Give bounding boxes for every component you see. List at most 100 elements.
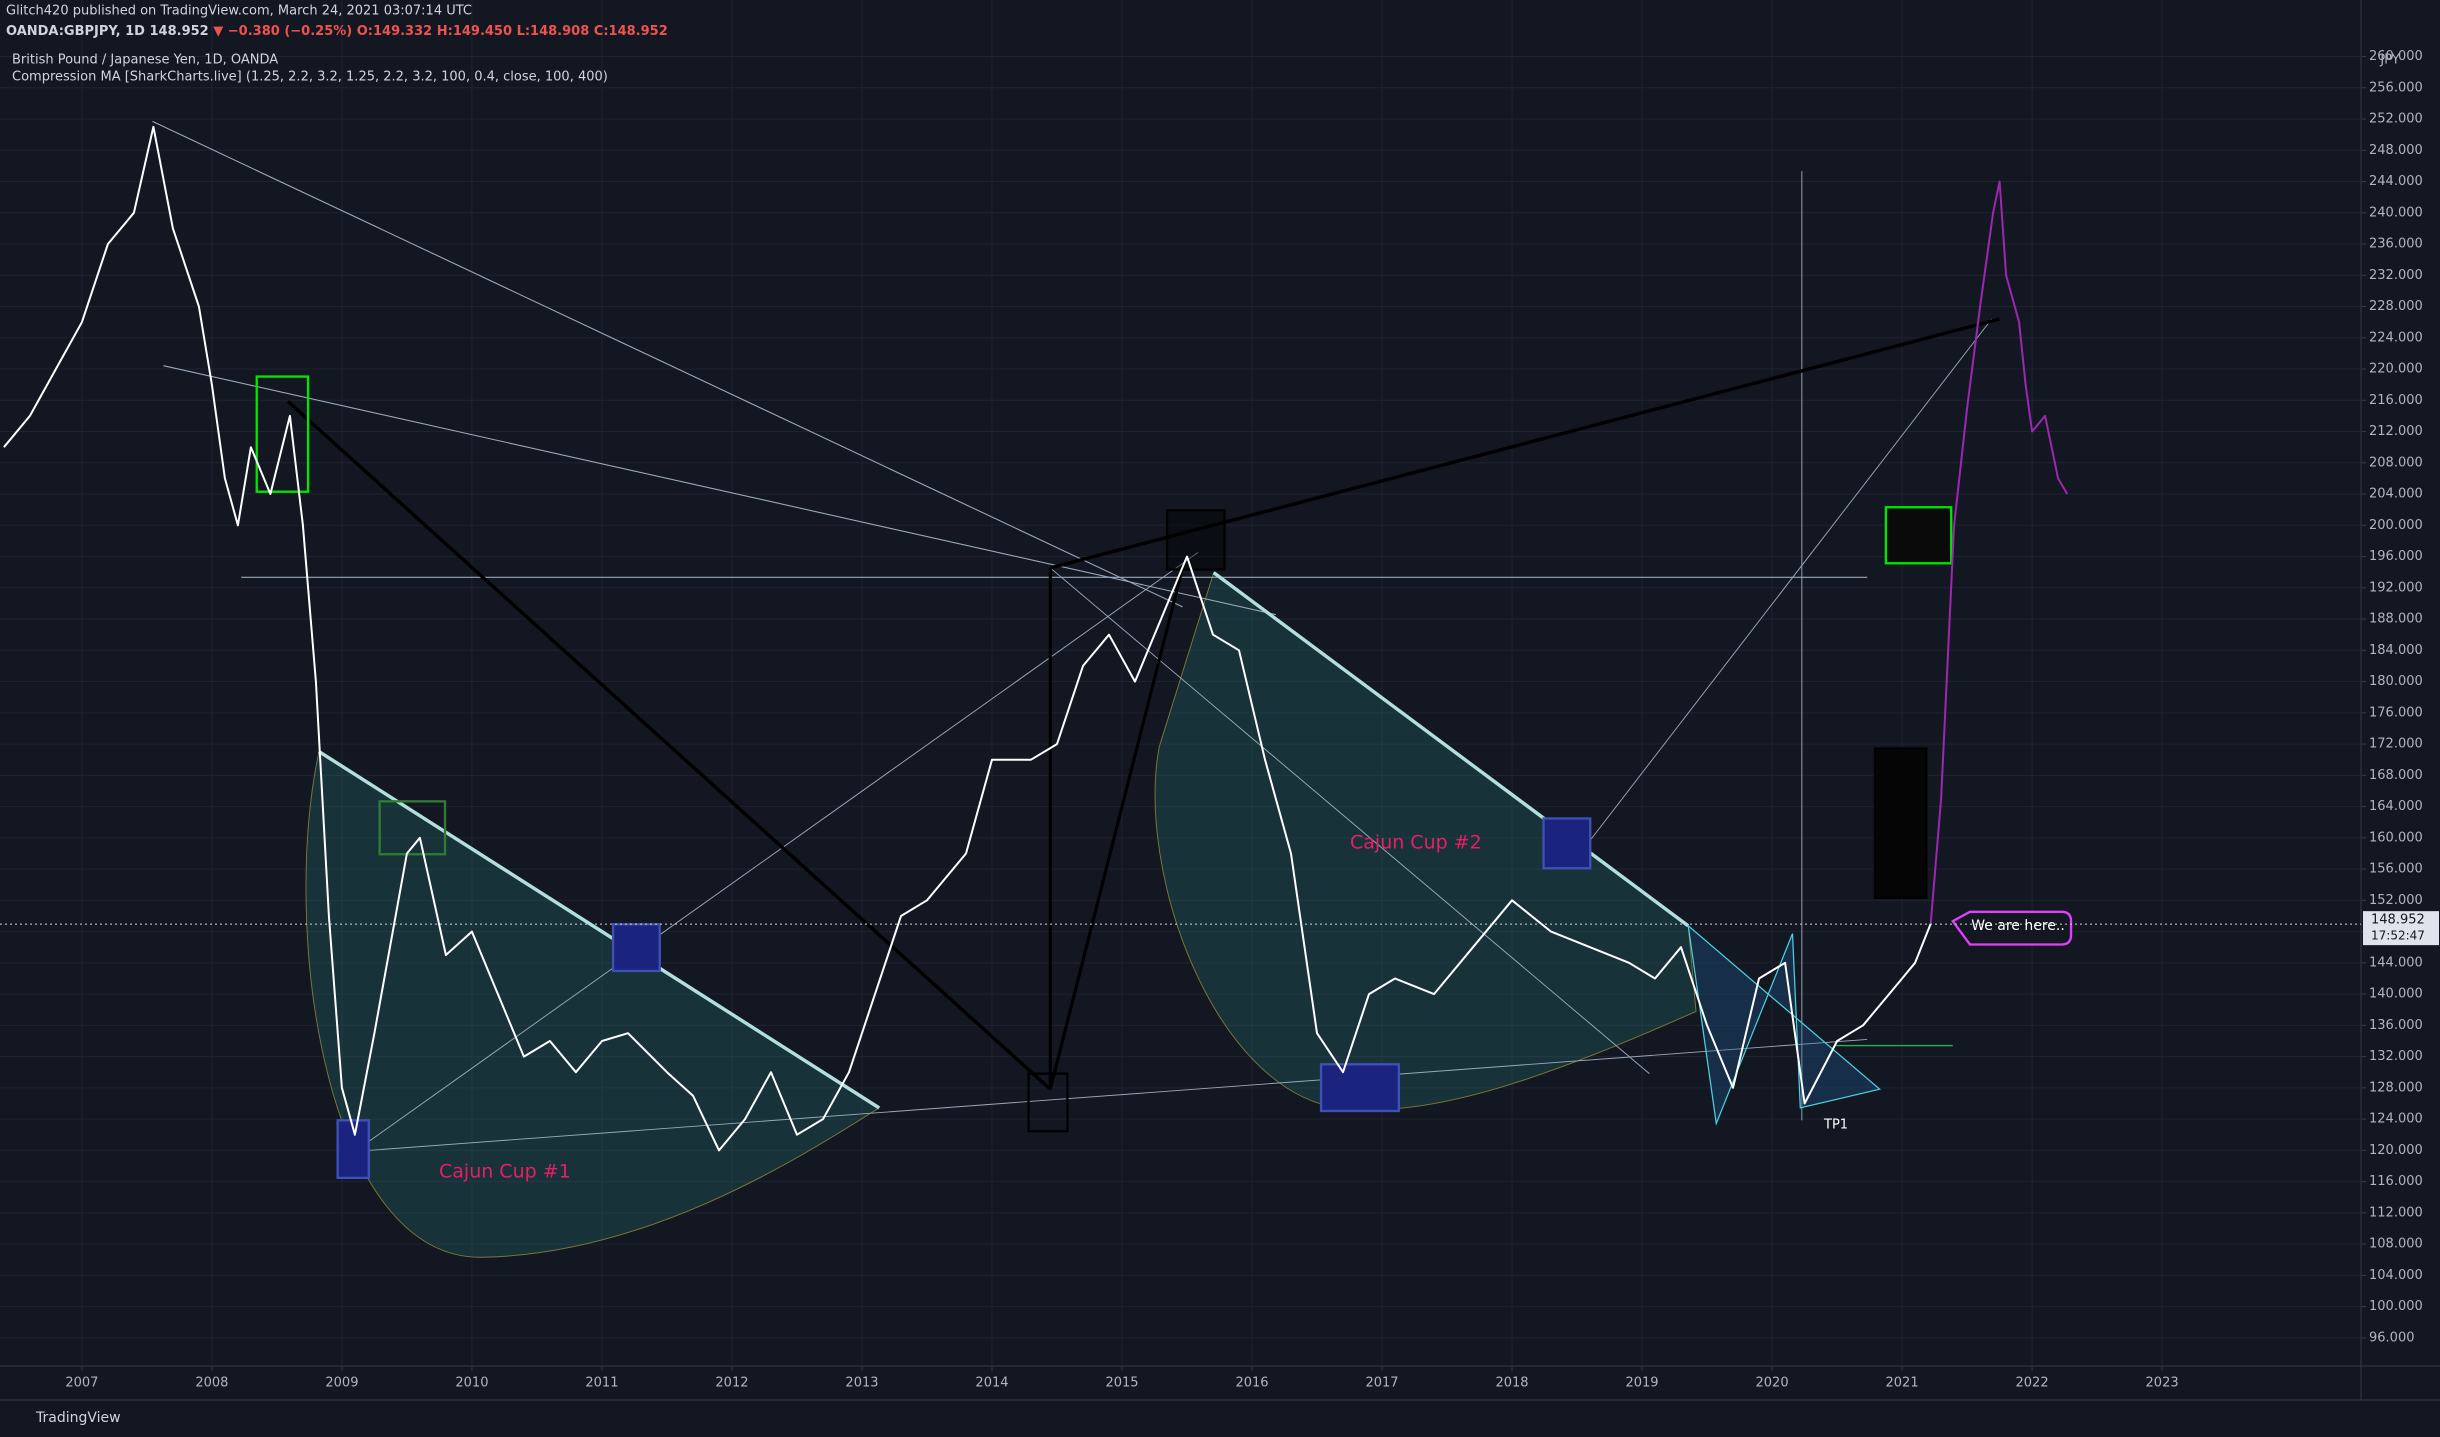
publisher: Glitch420 published on TradingView.com, … [6, 4, 472, 19]
green-box [378, 800, 447, 856]
open: O:149.332 [357, 24, 432, 39]
annotation: Cajun Cup #1 [439, 1161, 571, 1183]
trend-line [354, 551, 1199, 1152]
y-tick-label: 96.000 [2369, 1330, 2415, 1345]
green-box [255, 375, 310, 493]
blue-box [1319, 1063, 1401, 1113]
y-tick-label: 224.000 [2369, 330, 2423, 345]
blue-box [1542, 817, 1592, 870]
y-tick-label: 156.000 [2369, 862, 2423, 877]
unit: JPY [2379, 53, 2399, 68]
black-box [1027, 1072, 1069, 1133]
trend-line [152, 120, 1183, 608]
y-tick-label: 172.000 [2369, 737, 2423, 752]
x-tick-label: 2013 [845, 1376, 878, 1391]
cup-rim [1212, 571, 1690, 928]
x-tick-label: 2018 [1495, 1376, 1528, 1391]
y-tick-label: 236.000 [2369, 237, 2423, 252]
y-tick-label: 200.000 [2369, 518, 2423, 533]
y-tick-label: 144.000 [2369, 955, 2423, 970]
x-tick-label: 2010 [455, 1376, 488, 1391]
y-tick-label: 216.000 [2369, 393, 2423, 408]
y-tick-label: 168.000 [2369, 768, 2423, 783]
close: C:148.952 [594, 24, 668, 39]
price-tag-label: 148.952 [2371, 913, 2425, 928]
callout [1951, 910, 2073, 946]
y-tick-label: 256.000 [2369, 80, 2423, 95]
price-axis [2361, 0, 2440, 1366]
y-tick-label: 108.000 [2369, 1237, 2423, 1252]
countdown-label: 17:52:47 [2371, 929, 2425, 943]
y-tick-label: 212.000 [2369, 424, 2423, 439]
x-tick-label: 2023 [2146, 1376, 2179, 1391]
y-tick-label: 116.000 [2369, 1174, 2423, 1189]
y-tick-label: 260.000 [2369, 49, 2423, 64]
y-tick-label: 192.000 [2369, 580, 2423, 595]
last: 148.952 [150, 24, 209, 39]
labels: Glitch420 published on TradingView.com, … [6, 4, 2439, 1426]
brand: TradingView [35, 1410, 121, 1426]
x-tick-label: 2019 [1625, 1376, 1658, 1391]
y-tick-label: 100.000 [2369, 1299, 2423, 1314]
x-tick-label: 2014 [975, 1376, 1008, 1391]
symbol-line: OANDA:GBPJPY, 1D 148.952 ▼ −0.380 (−0.25… [6, 24, 668, 39]
x-tick-label: 2015 [1105, 1376, 1138, 1391]
x-tick-label: 2012 [715, 1376, 748, 1391]
x-tick-label: 2011 [585, 1376, 618, 1391]
chart-title: British Pound / Japanese Yen, 1D, OANDA [12, 53, 278, 68]
y-tick-label: 152.000 [2369, 893, 2423, 908]
y-tick-label: 244.000 [2369, 174, 2423, 189]
y-tick-label: 112.000 [2369, 1205, 2423, 1220]
y-tick-label: 252.000 [2369, 112, 2423, 127]
y-tick-label: 104.000 [2369, 1268, 2423, 1283]
trend-line [1589, 318, 1993, 841]
black-line [1048, 567, 1185, 1090]
y-tick-label: 204.000 [2369, 487, 2423, 502]
black-box [1165, 509, 1226, 571]
cup-rim [318, 750, 881, 1110]
price-line [3, 125, 1932, 1152]
x-tick-label: 2017 [1365, 1376, 1398, 1391]
price-tag [2363, 911, 2439, 946]
blue-box [611, 923, 661, 973]
y-tick-label: 140.000 [2369, 987, 2423, 1002]
y-tick-label: 136.000 [2369, 1018, 2423, 1033]
series-layer [0, 125, 2361, 1152]
trend-line [354, 1038, 1868, 1152]
x-tick-label: 2022 [2016, 1376, 2049, 1391]
y-tick-label: 160.000 [2369, 830, 2423, 845]
trend-line [163, 365, 1277, 616]
annotation: TP1 [1823, 1118, 1848, 1133]
black-line [1049, 317, 2000, 570]
x-tick-label: 2021 [1886, 1376, 1919, 1391]
low: L:148.908 [517, 24, 590, 39]
symbol: OANDA:GBPJPY, 1D [6, 24, 145, 39]
y-tick-label: 232.000 [2369, 268, 2423, 283]
y-tick-label: 248.000 [2369, 143, 2423, 158]
trend-line [1049, 567, 1650, 1074]
y-tick-label: 124.000 [2369, 1112, 2423, 1127]
x-tick-label: 2009 [325, 1376, 358, 1391]
black-line [286, 400, 1052, 1091]
y-tick-label: 120.000 [2369, 1143, 2423, 1158]
y-tick-label: 180.000 [2369, 674, 2423, 689]
y-tick-label: 128.000 [2369, 1080, 2423, 1095]
y-tick-label: 164.000 [2369, 799, 2423, 814]
x-tick-label: 2008 [195, 1376, 228, 1391]
x-tick-label: 2007 [65, 1376, 98, 1391]
y-tick-label: 208.000 [2369, 455, 2423, 470]
y-tick-label: 240.000 [2369, 205, 2423, 220]
y-tick-label: 188.000 [2369, 612, 2423, 627]
y-tick-label: 220.000 [2369, 362, 2423, 377]
y-tick-label: 132.000 [2369, 1049, 2423, 1064]
annotation: Cajun Cup #2 [1350, 832, 1482, 854]
grid [0, 0, 2440, 1401]
change: ▼ −0.380 (−0.25%) [213, 24, 352, 39]
x-tick-label: 2016 [1235, 1376, 1268, 1391]
y-tick-label: 228.000 [2369, 299, 2423, 314]
price-line [1929, 180, 2069, 924]
chart-subtitle: Compression MA [SharkCharts.live] (1.25,… [12, 70, 608, 85]
x-tick-label: 2020 [1756, 1376, 1789, 1391]
